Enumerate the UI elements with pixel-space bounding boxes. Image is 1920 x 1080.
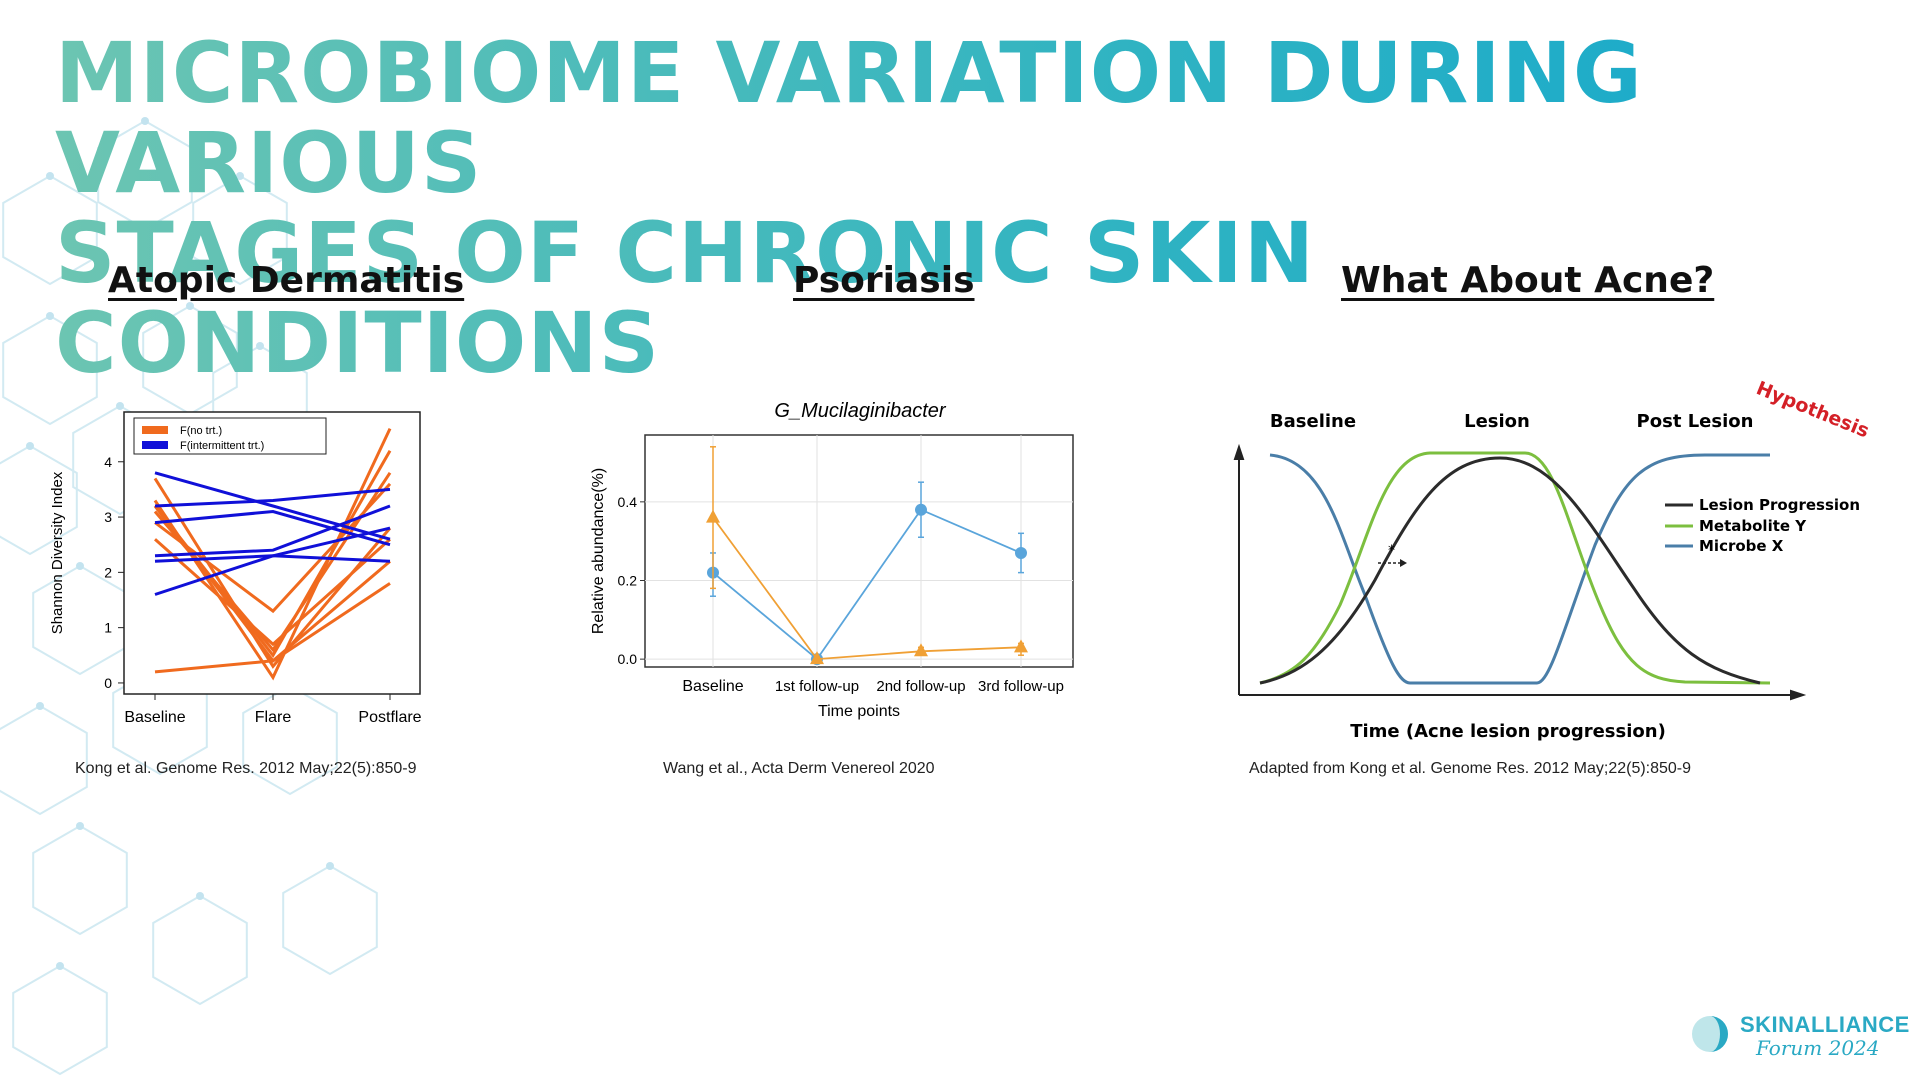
data-point-circle — [915, 503, 927, 516]
y-tick-label: 2 — [104, 564, 112, 580]
acne-citation: Adapted from Kong et al. Genome Res. 201… — [1249, 760, 1692, 777]
y-tick-label: 0.2 — [618, 572, 638, 588]
hexagon-shape — [0, 704, 88, 816]
hexagon-shape — [2, 314, 98, 426]
legend-lesion-progression: Lesion Progression — [1699, 496, 1860, 514]
hexagon-dot — [326, 862, 334, 870]
lesion-progression-curve — [1259, 456, 1761, 685]
x-axis-label: Time (Acne lesion progression) — [1350, 721, 1666, 742]
series-line — [154, 582, 391, 674]
hypothesis-label: Hypothesis — [1753, 377, 1872, 442]
atopic-dermatitis-chart: 0 1 2 3 4 Baseline Flare Postflare F(no trt.) F… — [49, 411, 422, 726]
x-tick-label: Flare — [255, 709, 292, 726]
x-tick-label: 1st follow-up — [775, 678, 859, 695]
atopic-dermatitis-heading: Atopic Dermatitis — [108, 260, 465, 301]
legend-metabolite-y: Metabolite Y — [1699, 517, 1807, 535]
y-tick-label: 0.0 — [618, 651, 638, 667]
logo-wordmark: SKINALLIANCE — [1740, 1012, 1910, 1037]
chart-legend: Lesion Progression Metabolite Y Microbe … — [1665, 496, 1860, 555]
legend-swatch-orange — [142, 426, 168, 434]
hexagon-dot — [186, 302, 194, 310]
data-point-triangle — [706, 509, 720, 523]
hexagon-shape — [282, 864, 378, 976]
stage-label-post-lesion: Post Lesion — [1637, 411, 1754, 432]
stage-label-lesion: Lesion — [1464, 411, 1530, 432]
hexagon-dot — [236, 172, 244, 180]
psoriasis-chart: G_Mucilaginibacter 0.0 0.2 0.4 Baseline 1st … — [590, 400, 1074, 720]
y-tick-label: 3 — [104, 509, 112, 525]
hexagon-shape — [2, 174, 98, 286]
legend-microbe-x: Microbe X — [1699, 537, 1784, 555]
axes — [1233, 443, 1807, 701]
y-tick-label: 0 — [104, 675, 112, 691]
microbe-x-curve — [1269, 453, 1770, 685]
title-line-1: MICROBIOME VARIATION DURING VARIOUS — [55, 24, 1643, 212]
series-line — [154, 509, 391, 547]
slide-title: MICROBIOME VARIATION DURING VARIOUS STAG… — [55, 28, 1855, 388]
stage-label-baseline: Baseline — [1270, 411, 1356, 432]
x-tick-label: 3rd follow-up — [978, 678, 1064, 695]
hexagon-dot — [256, 342, 264, 350]
legend-label-no-trt: F(no trt.) — [180, 425, 222, 437]
data-point-triangle — [914, 643, 928, 657]
hexagon-shape — [242, 684, 338, 796]
psoriasis-citation: Wang et al., Acta Derm Venereol 2020 — [663, 760, 935, 777]
series-line — [712, 517, 1022, 661]
hexagon-dot — [196, 892, 204, 900]
y-axis-label: Shannon Diversity Index — [49, 471, 66, 634]
significance-star: * — [1388, 543, 1395, 559]
series-line — [154, 538, 392, 647]
series-line — [154, 504, 391, 558]
atopic-citation: Kong et al. Genome Res. 2012 May;22(5):8… — [75, 760, 417, 777]
y-tick-label: 0.4 — [618, 494, 638, 510]
x-tick-label: Baseline — [682, 678, 743, 695]
lag-arrow: * — [1378, 543, 1407, 567]
logo-mark-icon — [1692, 1016, 1728, 1052]
hexagon-dot — [46, 312, 54, 320]
legend-label-intermittent-trt: F(intermittent trt.) — [180, 440, 264, 452]
x-axis-label: Time points — [818, 703, 900, 720]
x-tick-label: Baseline — [124, 709, 185, 726]
y-axis-label: Relative abundance(%) — [590, 468, 607, 634]
hexagon-shape — [152, 894, 248, 1006]
hexagon-dot — [116, 402, 124, 410]
data-point-triangle — [810, 651, 824, 665]
hexagon-shape — [12, 964, 108, 1076]
hexagon-shape — [0, 444, 78, 556]
hexagon-dot — [56, 962, 64, 970]
hexagon-shape — [192, 174, 288, 286]
plot-frame — [644, 434, 1074, 668]
hexagon-dot — [26, 442, 34, 450]
series-line — [712, 508, 1022, 661]
logo-subtitle: Forum 2024 — [1756, 1036, 1880, 1060]
acne-hypothesis-chart: Hypothesis Baseline Lesion Post Lesion *… — [1233, 377, 1872, 742]
hexagon-dot — [76, 562, 84, 570]
data-point-triangle — [1014, 639, 1028, 653]
metabolite-y-curve — [1259, 451, 1771, 685]
series-line — [154, 482, 392, 614]
chart-title: G_Mucilaginibacter — [774, 400, 947, 422]
hexagon-shape — [32, 824, 128, 936]
chart-legend: F(no trt.) F(intermittent trt.) — [133, 417, 327, 455]
series-line — [154, 487, 391, 508]
hexagon-dot — [46, 172, 54, 180]
hexagon-dot — [36, 702, 44, 710]
y-tick-label: 4 — [104, 454, 112, 470]
series-line — [154, 471, 391, 541]
y-tick-label: 1 — [104, 620, 112, 636]
data-point-circle — [1015, 546, 1027, 559]
acne-heading: What About Acne? — [1341, 260, 1715, 301]
x-tick-label: Postflare — [358, 709, 421, 726]
hexagon-dot — [141, 117, 149, 125]
hexagon-dot — [76, 822, 84, 830]
hexagon-shape — [97, 119, 193, 231]
psoriasis-heading: Psoriasis — [793, 260, 975, 301]
series-line — [154, 526, 391, 596]
x-tick-label: 2nd follow-up — [876, 678, 965, 695]
skinalliance-logo: SKINALLIANCE Forum 2024 — [1690, 1010, 1909, 1060]
legend-swatch-blue — [142, 441, 168, 449]
